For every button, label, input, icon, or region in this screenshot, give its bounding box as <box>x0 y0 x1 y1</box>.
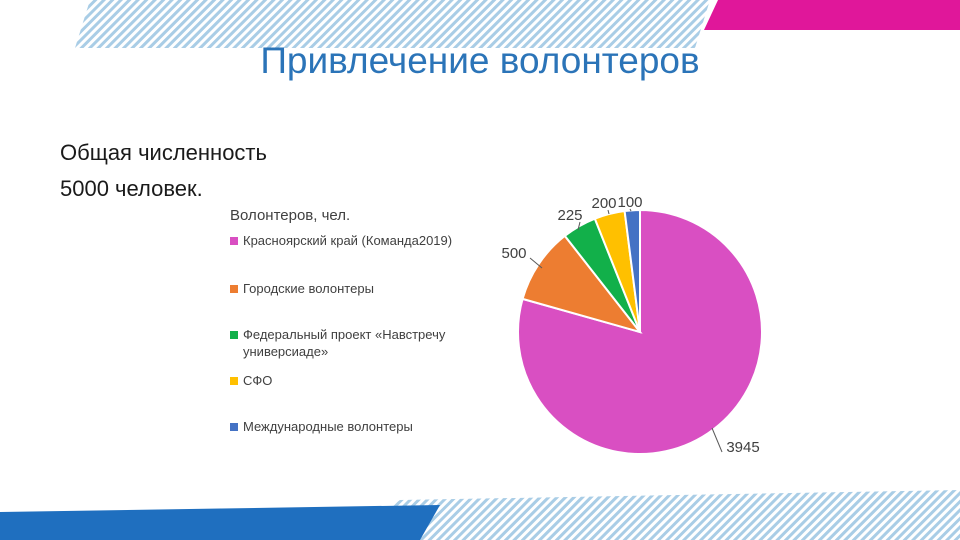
leader-line <box>711 427 723 453</box>
legend-swatch <box>230 237 238 245</box>
legend-label: Городские волонтеры <box>243 281 374 296</box>
footer-stripe-band <box>340 490 960 540</box>
legend-item: Федеральный проект «Навстречу универсиад… <box>230 326 480 360</box>
leader-line <box>529 257 543 269</box>
slide-title: Привлечение волонтеров <box>260 40 700 81</box>
legend-swatch <box>230 423 238 431</box>
data-label: 100 <box>617 194 642 211</box>
data-label: 200 <box>591 195 616 212</box>
legend-item: Городские волонтеры <box>230 280 374 297</box>
legend-swatch <box>230 331 238 339</box>
header-pink-accent <box>704 0 960 30</box>
leader-line <box>629 208 632 212</box>
legend-item: СФО <box>230 372 272 389</box>
total-value: 5000 человек. <box>60 176 203 201</box>
pie-slice <box>521 234 643 334</box>
leader-line <box>577 221 581 231</box>
footer-blue-band <box>0 505 440 540</box>
pie-slice <box>623 208 641 333</box>
leader-line <box>607 209 610 215</box>
legend-item: Красноярский край (Команда2019) <box>230 232 452 249</box>
header-stripe-band <box>75 0 710 48</box>
total-label: Общая численность <box>60 140 267 165</box>
data-label: 3945 <box>726 439 759 456</box>
data-label: 225 <box>557 207 582 224</box>
legend-label: СФО <box>243 373 273 388</box>
chart-title: Волонтеров, чел. <box>230 207 351 224</box>
legend-item: Международные волонтеры <box>230 418 413 435</box>
data-label: 500 <box>501 245 526 262</box>
legend-swatch <box>230 285 238 293</box>
legend-label: Красноярский край (Команда2019) <box>243 233 453 248</box>
legend-label: Международные волонтеры <box>243 419 413 434</box>
legend-label: Федеральный проект «Навстречу универсиад… <box>243 327 446 359</box>
legend-swatch <box>230 377 238 385</box>
